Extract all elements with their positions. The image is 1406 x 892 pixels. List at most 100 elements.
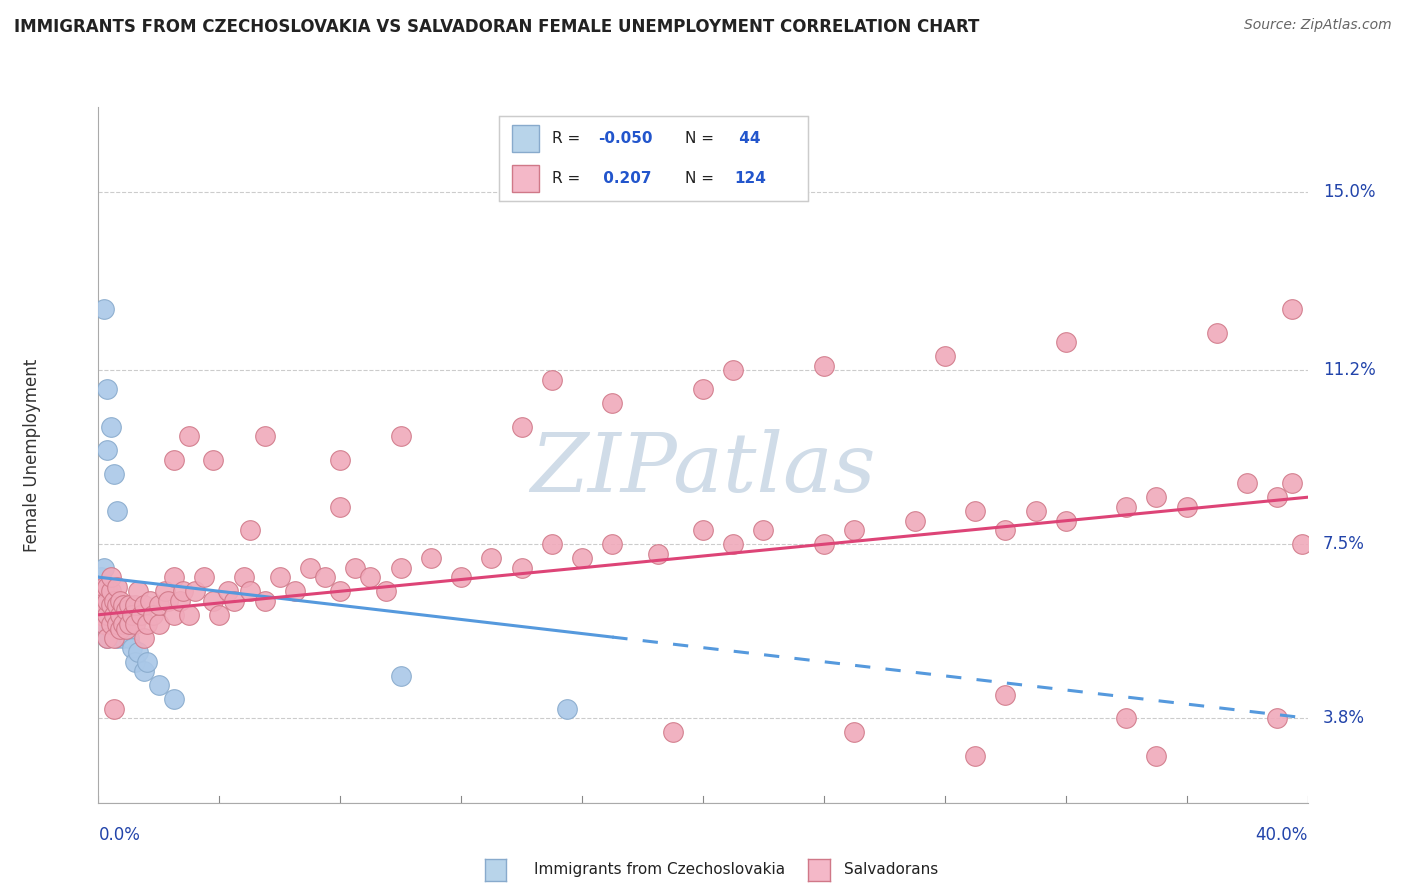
Point	[100, 617, 122, 632]
FancyBboxPatch shape	[512, 125, 540, 153]
Point	[177, 607, 201, 622]
Point	[661, 725, 683, 739]
Point	[100, 589, 122, 603]
Point	[96, 617, 118, 632]
Point	[1281, 476, 1303, 491]
Point	[217, 584, 239, 599]
Point	[510, 560, 533, 574]
Point	[93, 617, 115, 632]
Point	[96, 593, 118, 607]
Point	[124, 617, 146, 632]
Point	[389, 429, 412, 443]
Point	[1054, 335, 1077, 350]
Point	[108, 622, 131, 636]
Text: R =: R =	[551, 131, 585, 146]
Point	[163, 570, 186, 584]
Text: Immigrants from Czechoslovakia: Immigrants from Czechoslovakia	[534, 863, 786, 877]
Point	[239, 584, 262, 599]
Point	[108, 607, 131, 622]
Point	[100, 419, 122, 434]
Text: IMMIGRANTS FROM CZECHOSLOVAKIA VS SALVADORAN FEMALE UNEMPLOYMENT CORRELATION CHA: IMMIGRANTS FROM CZECHOSLOVAKIA VS SALVAD…	[14, 18, 980, 36]
Point	[163, 607, 186, 622]
Point	[103, 702, 125, 716]
Point	[374, 584, 396, 599]
Point	[1024, 504, 1046, 518]
Text: 11.2%: 11.2%	[1323, 361, 1375, 379]
Text: N =: N =	[685, 171, 718, 186]
Point	[127, 584, 149, 599]
Point	[108, 607, 131, 622]
Point	[108, 593, 131, 607]
Point	[148, 678, 170, 692]
Text: Source: ZipAtlas.com: Source: ZipAtlas.com	[1244, 18, 1392, 32]
Point	[135, 655, 157, 669]
Point	[193, 570, 215, 584]
Point	[121, 607, 143, 622]
Point	[90, 593, 112, 607]
Point	[177, 429, 201, 443]
Point	[114, 603, 136, 617]
Point	[1265, 490, 1288, 504]
Point	[994, 688, 1017, 702]
Point	[169, 593, 191, 607]
Point	[1236, 476, 1258, 491]
Point	[721, 537, 744, 551]
Point	[139, 593, 162, 607]
Point	[450, 570, 472, 584]
Point	[114, 622, 136, 636]
Point	[132, 599, 155, 613]
Text: ZIPatlas: ZIPatlas	[530, 429, 876, 508]
Point	[93, 584, 115, 599]
Point	[105, 603, 128, 617]
Point	[142, 607, 165, 622]
Point	[105, 632, 128, 646]
Point	[540, 537, 562, 551]
Text: N =: N =	[685, 131, 718, 146]
Point	[208, 607, 231, 622]
Point	[163, 452, 186, 467]
Point	[96, 607, 118, 622]
Point	[93, 607, 115, 622]
Text: 3.8%: 3.8%	[1323, 709, 1365, 727]
Point	[100, 622, 122, 636]
Point	[148, 617, 170, 632]
Point	[124, 599, 146, 613]
Point	[329, 452, 352, 467]
Point	[389, 669, 412, 683]
Point	[105, 580, 128, 594]
Point	[299, 560, 322, 574]
Point	[118, 599, 141, 613]
Point	[100, 599, 122, 613]
Text: 40.0%: 40.0%	[1256, 826, 1308, 845]
Point	[721, 363, 744, 377]
Point	[269, 570, 291, 584]
Point	[111, 617, 134, 632]
Point	[100, 570, 122, 584]
Point	[163, 692, 186, 706]
Point	[1281, 302, 1303, 317]
Point	[904, 514, 927, 528]
Point	[419, 551, 441, 566]
Point	[118, 632, 141, 646]
Point	[1175, 500, 1198, 514]
Point	[90, 607, 112, 622]
Point	[124, 655, 146, 669]
Point	[114, 622, 136, 636]
Point	[813, 359, 835, 373]
Text: Salvadorans: Salvadorans	[844, 863, 938, 877]
Text: 7.5%: 7.5%	[1323, 535, 1365, 553]
Text: -0.050: -0.050	[598, 131, 652, 146]
Point	[103, 632, 125, 646]
Point	[510, 419, 533, 434]
Point	[555, 702, 578, 716]
Point	[284, 584, 307, 599]
Point	[994, 523, 1017, 537]
Point	[253, 593, 276, 607]
Point	[844, 725, 866, 739]
Text: 124: 124	[734, 171, 766, 186]
Point	[602, 537, 624, 551]
Point	[752, 523, 775, 537]
Point	[540, 373, 562, 387]
Point	[100, 599, 122, 613]
Point	[184, 584, 207, 599]
